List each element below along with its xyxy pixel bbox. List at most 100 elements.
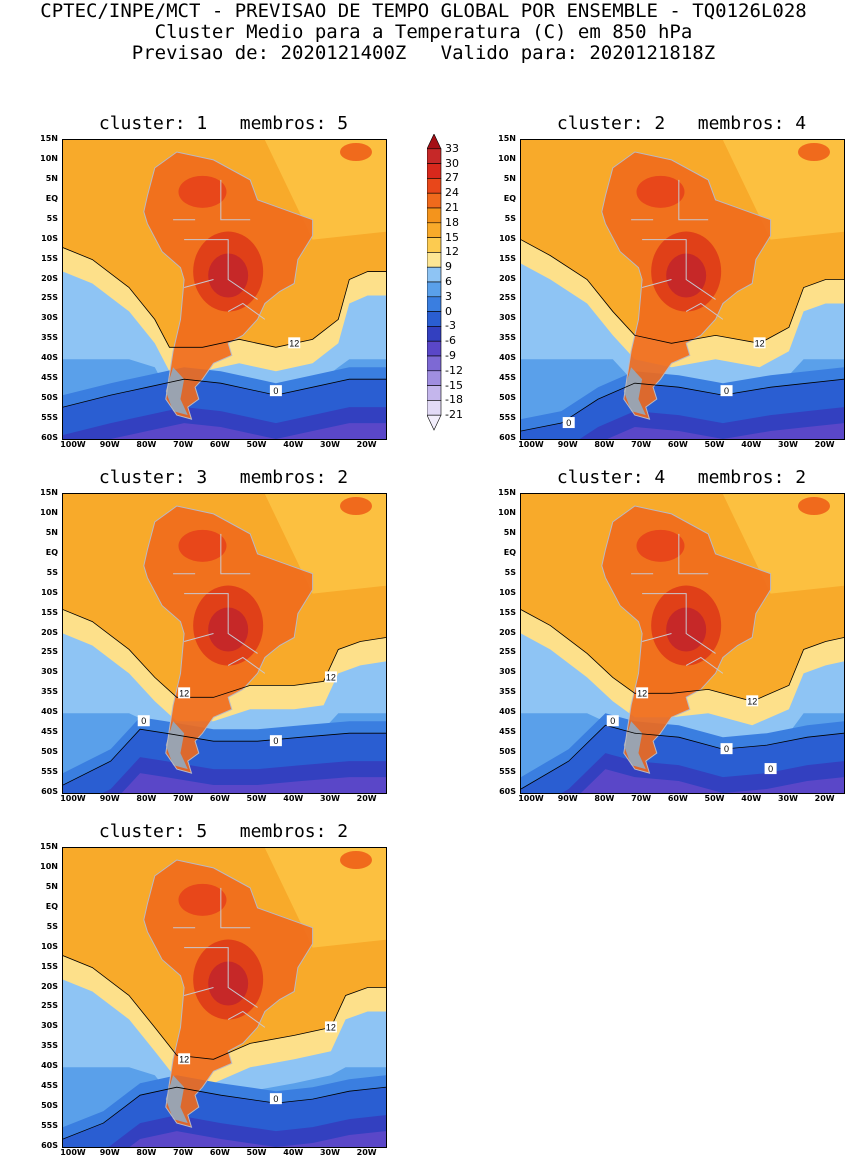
lat-tick-label: EQ (45, 901, 58, 911)
coastline (601, 151, 772, 420)
country-border (220, 533, 251, 575)
map-panel: 12 0 (62, 139, 387, 440)
country-border (184, 239, 258, 300)
lat-tick-label: 30S (499, 667, 516, 677)
north-heat (636, 175, 685, 208)
band-m6-m3 (63, 407, 386, 439)
band-m9-m6 (521, 423, 844, 439)
lon-tick-label: 20W (814, 440, 835, 449)
north-heat (178, 529, 227, 562)
lon-tick-label: 60W (209, 794, 230, 803)
contour-label: 0 (273, 1094, 278, 1104)
lat-tick-label: 40S (499, 707, 516, 717)
contour-label-bg (269, 735, 282, 747)
temperature-map: 12 12 0 0 0 (521, 494, 844, 793)
country-border (220, 179, 251, 221)
temperature-map: 12 0 (63, 140, 386, 439)
lat-tick-label: 5N (503, 527, 516, 537)
lon-tick-label: 90W (557, 440, 578, 449)
lat-tick-label: 55S (41, 413, 58, 423)
lat-tick-label: EQ (45, 193, 58, 203)
lon-tick-label: 100W (60, 440, 86, 449)
lat-tick-label: 5S (46, 213, 58, 223)
contour-12 (63, 955, 386, 1060)
band-12-15 (722, 140, 844, 240)
lat-tick-label: EQ (45, 547, 58, 557)
lat-tick-label: 45S (499, 373, 516, 383)
lat-tick-label: 10N (498, 153, 516, 163)
lon-tick-label: 70W (173, 1148, 194, 1157)
lat-tick-label: 50S (499, 393, 516, 403)
lon-tick-label: 50W (704, 794, 725, 803)
panel-title: cluster: 4 membros: 2 (556, 467, 807, 488)
lat-tick-label: 15N (40, 488, 58, 497)
lat-tick-label: 10S (499, 587, 516, 597)
colorbar-swatch (427, 326, 442, 342)
band-m9-m6 (63, 1131, 386, 1147)
colorbar-swatch (427, 178, 442, 194)
contour-label: 0 (566, 418, 571, 428)
contour-label-bg (269, 385, 282, 397)
country-border (685, 302, 724, 320)
lat-tick-label: 35S (41, 687, 58, 697)
colorbar-level-label: -18 (445, 393, 463, 407)
colorbar-level-label: -15 (445, 378, 463, 392)
lat-tick-label: 40S (41, 1061, 58, 1071)
contour-0 (521, 378, 844, 432)
lat-tick-label: 10N (40, 507, 58, 517)
contour-label-bg (606, 715, 619, 727)
contour-label: 12 (326, 672, 336, 682)
country-border (183, 279, 214, 288)
colorbar-swatch (427, 266, 442, 283)
contour-12 (521, 239, 844, 344)
lon-tick-label: 60W (209, 440, 230, 449)
patagonia (165, 1075, 188, 1124)
colorbar-level-label: -9 (445, 349, 456, 362)
lat-tick-label: 50S (499, 747, 516, 757)
lat-tick-label: EQ (503, 193, 516, 203)
colorbar-level-label: 0 (445, 304, 452, 318)
lat-tick-label: 60S (41, 433, 58, 442)
lon-tick-label: 90W (557, 794, 578, 803)
warm-patch (340, 143, 372, 161)
lon-tick-label: 90W (99, 440, 120, 449)
colorbar-swatch (427, 222, 442, 238)
contour-label-bg (753, 337, 766, 349)
panel-title: cluster: 2 membros: 4 (556, 113, 807, 134)
contour-label-bg (720, 743, 733, 755)
contour-label: 0 (724, 744, 729, 754)
lat-tick-label: 15S (499, 253, 516, 263)
lat-tick-label: 25S (41, 1001, 58, 1011)
lat-tick-label: 10N (40, 861, 58, 871)
temperature-map: 12 0 0 (521, 140, 844, 439)
lon-tick-label: 40W (283, 794, 304, 803)
lat-tick-label: 30S (41, 1021, 58, 1031)
contour-label-bg (269, 1093, 282, 1105)
colorbar-swatch (427, 414, 442, 431)
lat-tick-label: 15N (40, 134, 58, 143)
lon-tick-label: 50W (246, 440, 267, 449)
contour-label: 0 (141, 716, 146, 726)
temperature-map: 12 12 0 0 (63, 494, 386, 793)
colorbar-level-label: 30 (445, 156, 459, 170)
colorbar-swatch (427, 400, 442, 416)
lat-tick-label: 35S (41, 1041, 58, 1051)
lon-tick-label: 80W (136, 794, 157, 803)
warm-patch (340, 497, 372, 515)
contour-label-bg (764, 763, 777, 775)
lat-tick-label: 15S (41, 253, 58, 263)
lon-tick-label: 100W (518, 440, 544, 449)
lat-tick-label: 25S (499, 293, 516, 303)
contour-0 (63, 378, 386, 408)
band-12-15 (722, 494, 844, 594)
contour-label-bg (178, 1053, 191, 1065)
band-12-15 (264, 494, 386, 594)
colorbar-level-label: 33 (445, 141, 459, 155)
lon-tick-label: 20W (814, 794, 835, 803)
lat-tick-label: 15N (40, 842, 58, 851)
colorbar-swatch (427, 385, 442, 401)
contour-label-bg (324, 1021, 337, 1033)
map-panel: 12 0 0 (520, 139, 845, 440)
lat-tick-label: 45S (41, 1081, 58, 1091)
lon-tick-label: 90W (99, 1148, 120, 1157)
